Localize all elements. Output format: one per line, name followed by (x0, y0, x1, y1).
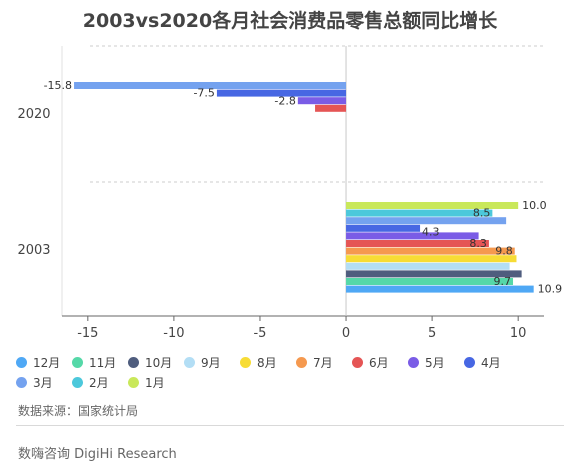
chart-legend: 12月 11月 10月 9月 8月 7月 6月 5月 4月 3月 2月 1月 (16, 352, 576, 392)
bar-2003-9月 (346, 262, 510, 270)
legend-label: 2月 (89, 375, 109, 390)
legend-swatch (72, 356, 83, 368)
data-label: -7.5 (193, 87, 214, 100)
legend-row: 3月 2月 1月 (16, 372, 576, 392)
data-label: -2.8 (274, 94, 295, 107)
x-tick-label: 5 (428, 326, 436, 341)
legend-label: 10月 (145, 355, 173, 370)
bar-2003-5月 (346, 232, 479, 240)
data-label: 8.3 (469, 237, 487, 250)
bar-2003-10月 (346, 270, 522, 278)
bar-2020-3月 (74, 82, 347, 89)
legend-label: 7月 (313, 355, 333, 370)
legend-label: 6月 (369, 355, 389, 370)
legend-item[interactable]: 2月 (72, 374, 128, 391)
legend-swatch (72, 376, 83, 388)
bar-2003-12月 (346, 285, 534, 293)
legend-swatch (296, 356, 307, 368)
data-label: 10.9 (538, 283, 563, 296)
category-label: 2020 (17, 107, 50, 122)
legend-label: 4月 (481, 355, 501, 370)
legend-swatch (16, 376, 27, 388)
chart-title: 2003vs2020各月社会消费品零售总额同比增长 (82, 10, 498, 32)
bar-2020-4月 (216, 89, 347, 97)
legend-row: 12月 11月 10月 9月 8月 7月 6月 5月 4月 (16, 352, 576, 372)
legend-item[interactable]: 11月 (72, 354, 128, 371)
legend-label: 9月 (201, 355, 221, 370)
legend-item[interactable]: 8月 (240, 354, 296, 371)
legend-item[interactable]: 9月 (184, 354, 240, 371)
legend-swatch (128, 356, 139, 368)
legend-item[interactable]: 1月 (128, 374, 184, 391)
legend-item[interactable]: 3月 (16, 374, 72, 391)
footer-brand: 数嗨咨询 DigiHi Research (18, 447, 177, 462)
data-label: 9.8 (495, 245, 513, 258)
legend-item[interactable]: 7月 (296, 354, 352, 371)
legend-item[interactable]: 4月 (464, 354, 520, 371)
bar-2003-4月 (346, 224, 421, 232)
bar-2003-6月 (346, 240, 489, 247)
legend-swatch (408, 356, 419, 368)
legend-label: 8月 (257, 355, 277, 370)
category-label: 2003 (17, 243, 50, 258)
divider (16, 425, 564, 426)
legend-swatch (464, 356, 475, 368)
x-tick-label: 10 (510, 326, 527, 341)
data-source: 数据来源：国家统计局 (18, 404, 139, 418)
legend-item[interactable]: 12月 (16, 354, 72, 371)
legend-item[interactable]: 10月 (128, 354, 184, 371)
legend-swatch (128, 376, 139, 388)
bar-chart: -15 -10 -5 0 5 10 2020 2003 10.9 9.7 9.8 8.3 -2.8 -7… (17, 45, 563, 341)
bar-2003-2月 (346, 209, 493, 217)
data-label: 10.0 (522, 199, 547, 212)
data-label: 8.5 (473, 207, 491, 220)
data-label: 4.3 (422, 225, 440, 238)
legend-item[interactable]: 5月 (408, 354, 464, 371)
bar-2020-6月 (315, 104, 347, 112)
bar-2003-7月 (346, 247, 515, 255)
legend-item[interactable]: 6月 (352, 354, 408, 371)
x-tick-label: -10 (163, 326, 184, 341)
chart-data-labels: 10.9 9.7 9.8 8.3 -2.8 -7.5 4.3 -15.8 8.5 10.0 (44, 79, 563, 296)
legend-swatch (184, 356, 195, 368)
bar-2003-3月 (346, 217, 507, 225)
legend-label: 1月 (145, 375, 165, 390)
bar-2020-5月 (297, 97, 347, 105)
legend-swatch (240, 356, 251, 368)
data-label: -15.8 (44, 79, 72, 92)
bar-2003-11月 (346, 278, 514, 285)
chart-bars (74, 82, 534, 293)
legend-label: 11月 (89, 355, 117, 370)
x-tick-label: -5 (253, 326, 266, 341)
legend-label: 5月 (425, 355, 445, 370)
legend-swatch (16, 356, 27, 368)
bar-2003-1月 (346, 202, 519, 209)
data-label: 9.7 (494, 275, 512, 288)
legend-label: 3月 (33, 375, 53, 390)
x-tick-label: 0 (342, 326, 350, 341)
legend-label: 12月 (33, 355, 61, 370)
x-tick-label: -15 (77, 326, 98, 341)
legend-swatch (352, 356, 363, 368)
bar-2003-8月 (346, 255, 517, 263)
